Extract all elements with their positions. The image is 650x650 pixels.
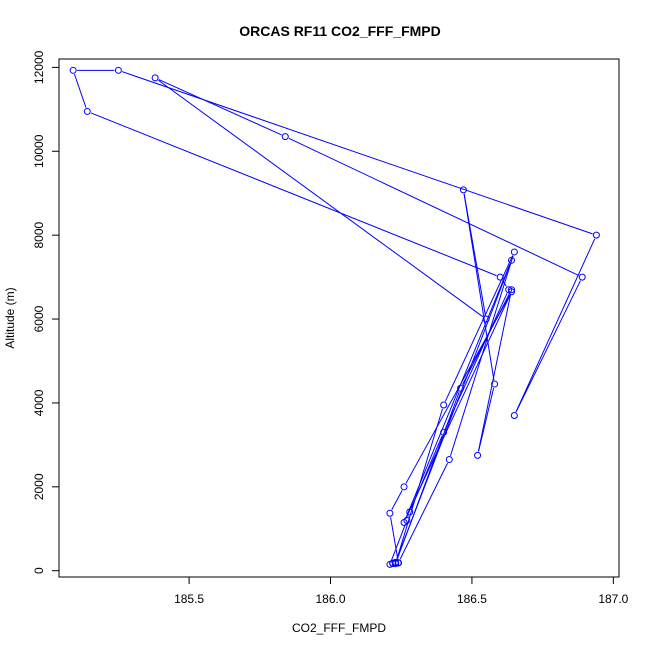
chart-title: ORCAS RF11 CO2_FFF_FMPD bbox=[239, 23, 440, 39]
data-point bbox=[510, 248, 518, 256]
x-tick-label: 187.0 bbox=[598, 592, 628, 606]
data-point bbox=[392, 558, 400, 566]
data-point bbox=[508, 286, 516, 294]
x-tick-label: 185.5 bbox=[174, 592, 204, 606]
data-point bbox=[281, 133, 289, 141]
series-segment bbox=[390, 517, 399, 559]
data-point bbox=[496, 273, 504, 281]
data-point bbox=[400, 483, 408, 491]
y-tick-label: 0 bbox=[32, 567, 46, 574]
series-segment bbox=[122, 71, 593, 235]
series-segment bbox=[158, 79, 484, 318]
series-segment bbox=[391, 490, 403, 510]
data-point bbox=[508, 288, 516, 296]
x-axis: 185.5 186.0 186.5 187.0 bbox=[174, 577, 629, 606]
data-point bbox=[440, 428, 448, 436]
data-point bbox=[592, 231, 600, 239]
plot-frame bbox=[58, 58, 620, 578]
data-point bbox=[400, 518, 408, 526]
series-segment bbox=[73, 73, 87, 108]
series-segment bbox=[515, 238, 596, 413]
data-point bbox=[69, 66, 77, 74]
data-point bbox=[491, 380, 499, 388]
data-point bbox=[394, 559, 402, 567]
data-point bbox=[114, 66, 122, 74]
x-tick-label: 186.0 bbox=[315, 592, 345, 606]
y-tick-label: 2000 bbox=[32, 473, 46, 500]
data-point bbox=[482, 315, 490, 323]
data-point bbox=[508, 256, 516, 264]
data-point bbox=[151, 74, 159, 82]
y-tick-label: 6000 bbox=[32, 305, 46, 332]
data-point bbox=[386, 509, 394, 517]
y-tick-label: 8000 bbox=[32, 221, 46, 248]
data-point bbox=[510, 412, 518, 420]
data-point bbox=[406, 508, 414, 516]
series-segment bbox=[158, 79, 282, 136]
x-tick-label: 186.5 bbox=[457, 592, 487, 606]
series-segment bbox=[463, 193, 495, 381]
x-axis-label: CO2_FFF_FMPD bbox=[292, 621, 386, 635]
y-tick-label: 4000 bbox=[32, 389, 46, 416]
plot-area bbox=[58, 58, 620, 578]
series-segment bbox=[515, 280, 581, 413]
y-axis-label: Altitude (m) bbox=[3, 287, 17, 348]
data-point bbox=[578, 273, 586, 281]
series-segment bbox=[477, 293, 512, 452]
series-segment bbox=[405, 263, 511, 519]
series-segment bbox=[390, 523, 406, 561]
data-point bbox=[445, 456, 453, 464]
series-segment bbox=[396, 263, 511, 559]
data-point bbox=[440, 401, 448, 409]
series-segment bbox=[288, 137, 579, 276]
data-point bbox=[457, 384, 465, 392]
y-tick-label: 12000 bbox=[32, 50, 46, 84]
y-axis: 0 2000 4000 6000 8000 10000 12000 bbox=[32, 50, 59, 574]
series-segment bbox=[90, 112, 497, 277]
series-segment bbox=[399, 462, 448, 560]
data-point bbox=[459, 186, 467, 194]
y-tick-label: 10000 bbox=[32, 134, 46, 168]
data-point bbox=[474, 451, 482, 459]
data-point bbox=[83, 107, 91, 115]
series-segment bbox=[405, 295, 511, 520]
